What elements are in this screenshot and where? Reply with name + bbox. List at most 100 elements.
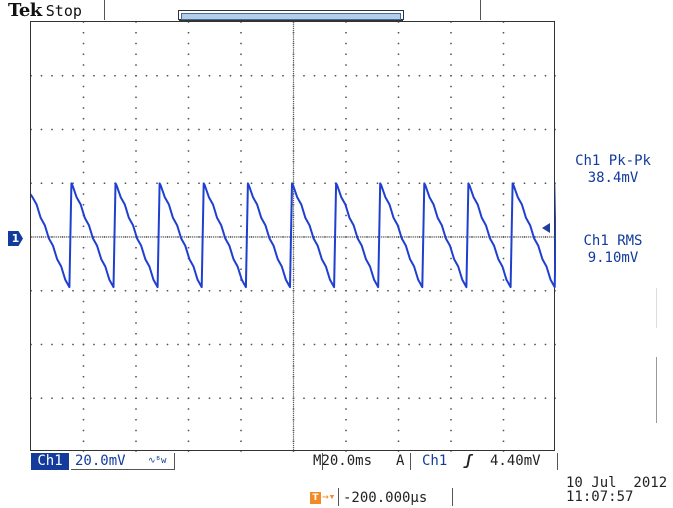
grid-dot — [345, 53, 347, 56]
grid-dot — [544, 343, 547, 346]
grid-dot — [166, 343, 169, 346]
center-tick — [292, 148, 295, 150]
center-tick — [507, 236, 509, 238]
grid-dot — [345, 225, 347, 228]
center-tick — [315, 236, 318, 238]
grid-dot — [502, 96, 505, 99]
center-tick — [530, 236, 532, 238]
center-tick — [292, 339, 295, 341]
grid-dot — [397, 117, 400, 120]
center-tick — [374, 236, 377, 238]
grid-dot — [229, 182, 232, 185]
center-tick — [525, 236, 528, 238]
center-tick — [150, 236, 152, 238]
grid-dot — [397, 85, 400, 88]
center-tick — [292, 388, 295, 391]
center-tick — [126, 236, 129, 238]
center-tick — [292, 135, 295, 137]
center-tick — [192, 236, 194, 238]
center-tick — [292, 255, 295, 258]
grid-dot — [502, 257, 505, 260]
grid-dot — [513, 128, 515, 131]
center-tick — [292, 287, 295, 290]
center-tick — [292, 259, 295, 262]
center-tick — [292, 32, 295, 34]
grid-dot — [82, 289, 85, 292]
grid-dot — [313, 128, 316, 131]
center-tick — [292, 240, 295, 242]
center-tick — [324, 236, 326, 238]
grid-dot — [408, 74, 410, 77]
grid-dot — [345, 117, 347, 120]
grid-dot — [229, 343, 232, 346]
grid-dot — [450, 365, 452, 367]
grid-dot — [250, 343, 253, 346]
center-tick — [297, 236, 299, 238]
grid-dot — [187, 96, 190, 99]
grid-dot — [555, 289, 556, 292]
center-tick — [322, 236, 324, 238]
grid-dot — [240, 225, 242, 228]
center-tick — [391, 236, 393, 238]
grid-dot — [450, 128, 452, 131]
timebase: M20.0ms — [313, 453, 372, 470]
center-tick — [292, 429, 295, 432]
center-tick — [278, 236, 280, 238]
record-length-bar — [178, 10, 404, 21]
trigger-position-frame — [338, 488, 453, 506]
center-tick — [57, 236, 59, 238]
grid-dot — [544, 182, 547, 185]
center-tick — [292, 133, 295, 135]
grid-dot — [334, 128, 337, 131]
center-tick — [292, 208, 295, 210]
grid-dot — [450, 343, 452, 346]
grid-dot — [124, 74, 127, 77]
grid-dot — [397, 107, 400, 109]
grid-dot — [135, 203, 137, 206]
grid-dot — [187, 418, 190, 421]
grid-dot — [481, 343, 484, 346]
grid-dot — [397, 279, 400, 281]
grid-dot — [450, 193, 452, 195]
center-tick — [292, 242, 295, 245]
center-tick — [353, 236, 356, 238]
center-tick — [292, 126, 295, 129]
grid-dot — [502, 31, 505, 34]
center-tick — [292, 238, 295, 240]
grid-dot — [418, 74, 421, 77]
center-tick — [292, 206, 295, 208]
center-tick — [292, 96, 295, 98]
grid-dot — [40, 182, 43, 185]
center-tick — [292, 279, 295, 281]
grid-dot — [187, 64, 190, 66]
grid-dot — [513, 397, 515, 400]
grid-dot — [355, 289, 358, 292]
center-tick — [286, 236, 288, 238]
grid-dot — [135, 289, 137, 292]
grid-dot — [345, 107, 347, 109]
center-tick — [414, 236, 416, 238]
grid-dot — [61, 74, 64, 77]
center-tick — [292, 305, 295, 307]
grid-dot — [240, 397, 242, 400]
grid-dot — [240, 31, 242, 34]
center-tick — [292, 423, 295, 425]
center-tick — [250, 236, 253, 238]
grid-dot — [187, 375, 190, 378]
grid-dot — [450, 225, 452, 228]
grid-dot — [450, 85, 452, 88]
grid-dot — [187, 128, 190, 131]
center-tick — [406, 236, 408, 238]
center-tick — [475, 236, 477, 238]
center-tick — [292, 128, 295, 131]
center-tick — [292, 309, 295, 311]
grid-dot — [219, 74, 221, 77]
grid-dot — [523, 128, 526, 131]
grid-dot — [397, 354, 400, 357]
grid-dot — [408, 289, 410, 292]
grid-dot — [135, 279, 137, 281]
grid-dot — [460, 289, 463, 292]
grid-dot — [271, 74, 274, 77]
grid-dot — [82, 332, 85, 335]
grid-dot — [177, 74, 179, 77]
